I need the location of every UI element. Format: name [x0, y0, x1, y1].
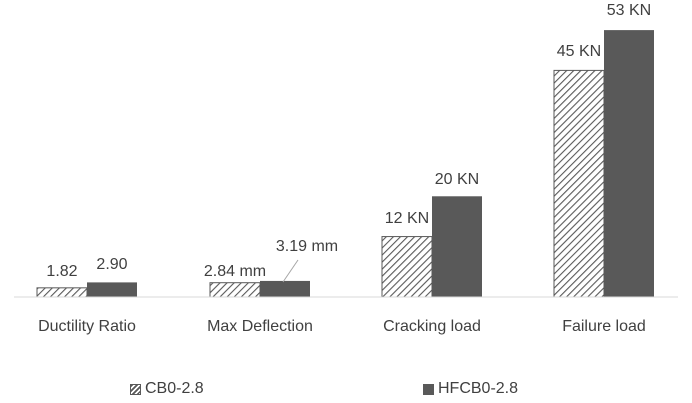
bar-hfcb0-0 [87, 282, 137, 297]
category-label-2: Cracking load [383, 318, 481, 335]
category-labels: Ductility Ratio Max Deflection Cracking lo… [38, 318, 646, 335]
category-label-0: Ductility Ratio [38, 318, 136, 335]
data-label-cb0-1: 2.84 mm [204, 263, 266, 280]
data-label-hfcb0-2: 20 KN [435, 171, 479, 188]
bar-hfcb0-1 [260, 280, 310, 297]
legend-item-hfcb0: HFCB0-2.8 [423, 380, 518, 398]
bar-cb0-2 [381, 236, 433, 298]
bar-cb0-0 [36, 287, 88, 298]
data-label-cb0-0: 1.82 [46, 263, 77, 280]
data-label-hfcb0-0: 2.90 [96, 256, 127, 273]
data-label-cb0-2: 12 KN [385, 210, 429, 227]
bar-group [36, 30, 654, 298]
legend-item-cb0: CB0-2.8 [130, 380, 204, 398]
category-label-3: Failure load [562, 318, 646, 335]
legend-solid-swatch-icon [423, 383, 434, 395]
data-label-hfcb0-3: 53 KN [607, 2, 651, 19]
data-label-cb0-3: 45 KN [557, 43, 601, 60]
bar-cb0-1 [209, 282, 261, 298]
data-label-hfcb0-1: 3.19 mm [276, 238, 338, 255]
bar-hfcb0-3 [604, 30, 654, 297]
legend-label-hfcb0: HFCB0-2.8 [438, 380, 519, 397]
legend-hatched-swatch-icon [130, 383, 141, 395]
bar-cb0-3 [553, 69, 605, 298]
label-leader-line [282, 259, 299, 283]
category-label-1: Max Deflection [207, 318, 313, 335]
value-labels: 1.82 2.90 2.84 mm 3.19 mm 12 KN 20 KN 45 KN 53 … [46, 2, 651, 280]
bar-hfcb0-2 [432, 196, 482, 297]
legend-label-cb0: CB0-2.8 [145, 380, 204, 397]
